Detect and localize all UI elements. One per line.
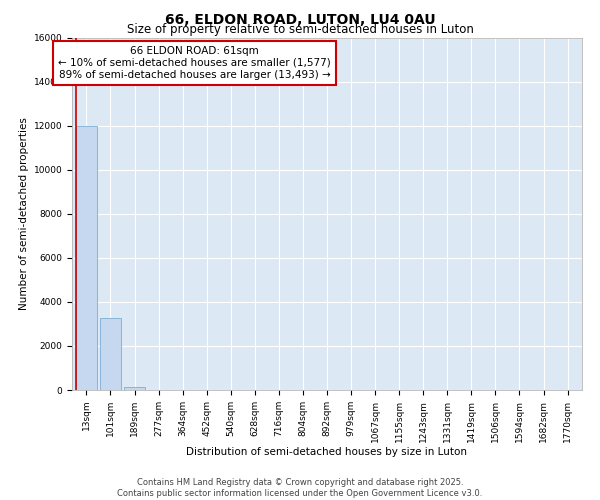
X-axis label: Distribution of semi-detached houses by size in Luton: Distribution of semi-detached houses by … [187,448,467,458]
Bar [76,126,97,390]
Bar [124,386,145,390]
Text: Size of property relative to semi-detached houses in Luton: Size of property relative to semi-detach… [127,22,473,36]
Text: 66, ELDON ROAD, LUTON, LU4 0AU: 66, ELDON ROAD, LUTON, LU4 0AU [164,12,436,26]
Text: 66 ELDON ROAD: 61sqm
← 10% of semi-detached houses are smaller (1,577)
89% of se: 66 ELDON ROAD: 61sqm ← 10% of semi-detac… [58,46,331,80]
Y-axis label: Number of semi-detached properties: Number of semi-detached properties [19,118,29,310]
Text: Contains HM Land Registry data © Crown copyright and database right 2025.
Contai: Contains HM Land Registry data © Crown c… [118,478,482,498]
Bar [100,318,121,390]
